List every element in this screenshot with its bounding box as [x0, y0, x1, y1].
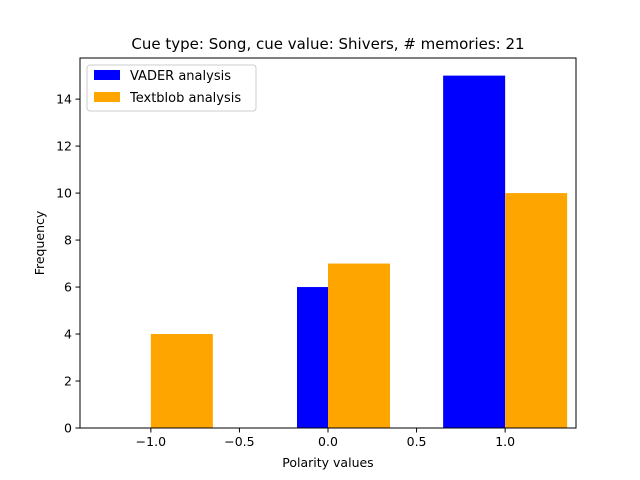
y-tick-label: 6 — [64, 280, 72, 295]
y-axis-label: Frequency — [32, 210, 47, 275]
legend-swatch-textblob — [94, 92, 120, 102]
x-axis-label: Polarity values — [282, 455, 373, 470]
y-axis-ticks: 0 2 4 6 8 10 12 14 — [56, 92, 80, 436]
chart-title: Cue type: Song, cue value: Shivers, # me… — [131, 35, 524, 53]
y-tick-label: 10 — [56, 186, 72, 201]
x-tick-label: 0.0 — [318, 434, 338, 449]
legend-box — [86, 64, 257, 112]
x-axis-ticks: −1.0 −0.5 0.0 0.5 1.0 — [136, 428, 515, 449]
bar-textblob-2 — [505, 193, 568, 428]
x-tick-label: −0.5 — [224, 434, 254, 449]
bar-textblob-0 — [150, 334, 213, 428]
bar-vader-2 — [443, 75, 506, 429]
bars-layer — [150, 75, 568, 429]
y-tick-label: 14 — [56, 92, 72, 107]
y-tick-label: 0 — [64, 421, 72, 436]
legend-swatch-vader — [94, 70, 120, 80]
x-tick-label: 1.0 — [495, 434, 515, 449]
legend-label-vader: VADER analysis — [130, 69, 231, 84]
x-tick-label: −1.0 — [136, 434, 166, 449]
legend: VADER analysis Textblob analysis — [86, 64, 257, 112]
y-tick-label: 4 — [64, 327, 72, 342]
x-tick-label: 0.5 — [407, 434, 427, 449]
legend-label-textblob: Textblob analysis — [129, 91, 241, 106]
y-tick-label: 2 — [64, 374, 72, 389]
y-tick-label: 8 — [64, 233, 72, 248]
bar-textblob-1 — [328, 263, 390, 428]
y-tick-label: 12 — [56, 139, 72, 154]
